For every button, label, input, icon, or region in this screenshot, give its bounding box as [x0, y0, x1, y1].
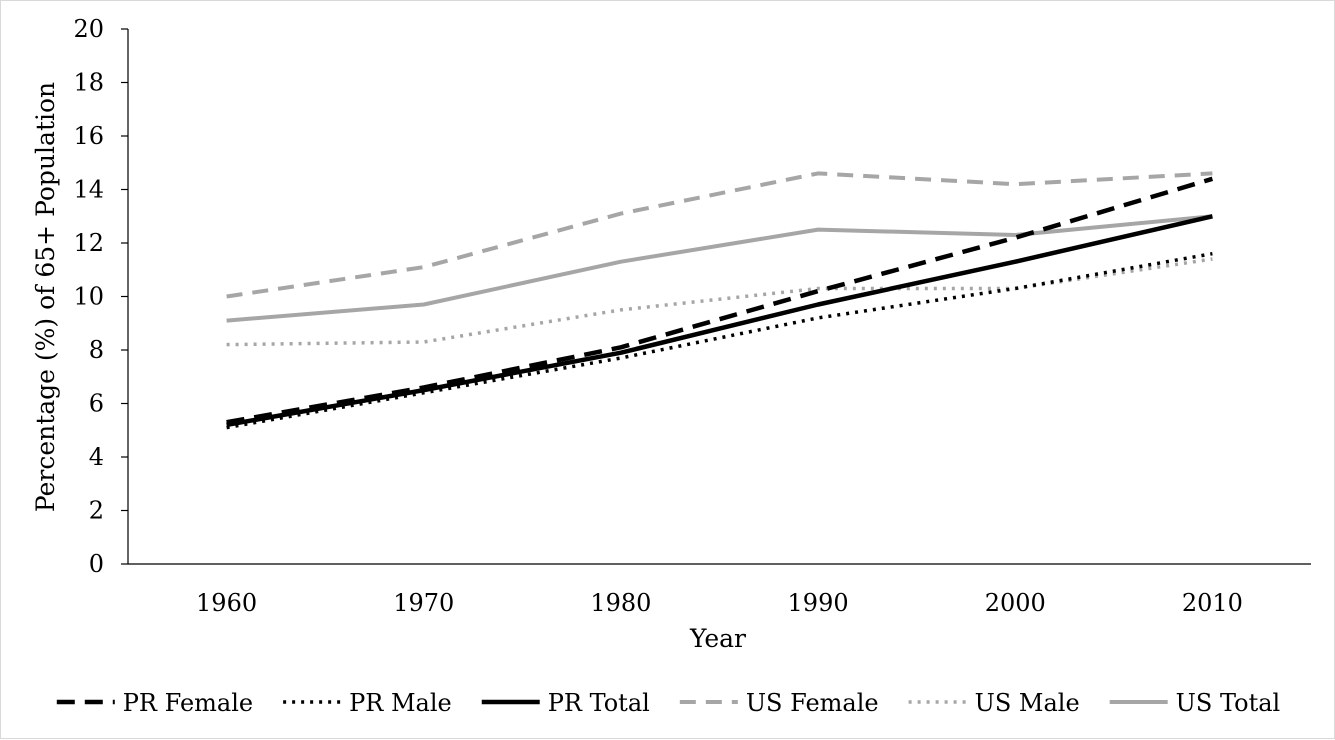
x-tick-label: 2010 — [1182, 589, 1243, 617]
x-tick-label: 1990 — [788, 589, 849, 617]
y-tick-label: 18 — [73, 69, 104, 97]
y-tick-label: 10 — [73, 283, 104, 311]
legend-label: US Total — [1176, 689, 1281, 717]
series-line-pr-male — [226, 251, 1213, 430]
y-tick-label: 2 — [89, 497, 104, 525]
legend-label: PR Male — [349, 689, 452, 717]
x-axis-title: Year — [689, 624, 746, 653]
y-tick-label: 0 — [89, 550, 104, 578]
x-tick-label: 1960 — [196, 589, 257, 617]
y-tick-label: 8 — [89, 336, 104, 364]
y-tick-label: 14 — [73, 176, 104, 204]
series-lines — [226, 171, 1214, 430]
axes — [121, 28, 1311, 565]
series-line-us-male — [226, 257, 1213, 347]
y-tick-labels: 0 2 4 6 8 10 12 14 16 18 20 — [73, 15, 104, 578]
y-tick-label: 16 — [73, 122, 104, 150]
y-tick-label: 20 — [73, 15, 104, 43]
x-tick-labels: 1960 1970 1980 1990 2000 2010 — [196, 589, 1243, 617]
legend: PR Female PR Male PR Total US Female US Male… — [56, 689, 1281, 717]
y-tick-label: 12 — [73, 229, 104, 257]
series-line-pr-total — [226, 214, 1213, 428]
y-tick-label: 4 — [89, 443, 104, 471]
legend-label: PR Total — [548, 689, 650, 717]
legend-label: US Male — [975, 689, 1080, 717]
y-tick-label: 6 — [89, 390, 104, 418]
x-tick-label: 1970 — [393, 589, 454, 617]
x-tick-label: 1980 — [590, 589, 651, 617]
legend-label: US Female — [746, 689, 879, 717]
legend-label: PR Female — [123, 689, 253, 717]
y-axis-title: Percentage (%) of 65+ Population — [31, 82, 60, 512]
series-line-us-female — [226, 171, 1213, 299]
x-tick-label: 2000 — [985, 589, 1046, 617]
series-line-us-total — [226, 214, 1213, 323]
series-line-pr-female — [226, 176, 1214, 425]
